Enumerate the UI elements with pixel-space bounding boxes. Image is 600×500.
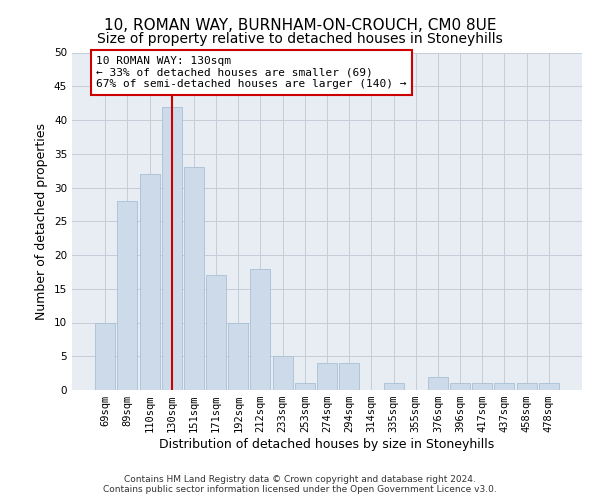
Bar	[539, 383, 559, 390]
Text: 10, ROMAN WAY, BURNHAM-ON-CROUCH, CM0 8UE: 10, ROMAN WAY, BURNHAM-ON-CROUCH, CM0 8U…	[104, 18, 496, 32]
X-axis label: Distribution of detached houses by size in Stoneyhills: Distribution of detached houses by size …	[160, 438, 494, 451]
Bar	[140, 174, 160, 390]
Bar	[250, 268, 271, 390]
Bar	[184, 167, 204, 390]
Bar	[118, 201, 137, 390]
Bar	[95, 322, 115, 390]
Bar	[162, 106, 182, 390]
Bar	[339, 363, 359, 390]
Bar	[517, 383, 536, 390]
Bar	[206, 275, 226, 390]
Bar	[295, 383, 315, 390]
Text: Contains HM Land Registry data © Crown copyright and database right 2024.
Contai: Contains HM Land Registry data © Crown c…	[103, 474, 497, 494]
Bar	[272, 356, 293, 390]
Bar	[494, 383, 514, 390]
Bar	[317, 363, 337, 390]
Bar	[450, 383, 470, 390]
Bar	[472, 383, 492, 390]
Y-axis label: Number of detached properties: Number of detached properties	[35, 122, 49, 320]
Bar	[228, 322, 248, 390]
Text: 10 ROMAN WAY: 130sqm
← 33% of detached houses are smaller (69)
67% of semi-detac: 10 ROMAN WAY: 130sqm ← 33% of detached h…	[96, 56, 407, 89]
Bar	[383, 383, 404, 390]
Bar	[428, 376, 448, 390]
Text: Size of property relative to detached houses in Stoneyhills: Size of property relative to detached ho…	[97, 32, 503, 46]
